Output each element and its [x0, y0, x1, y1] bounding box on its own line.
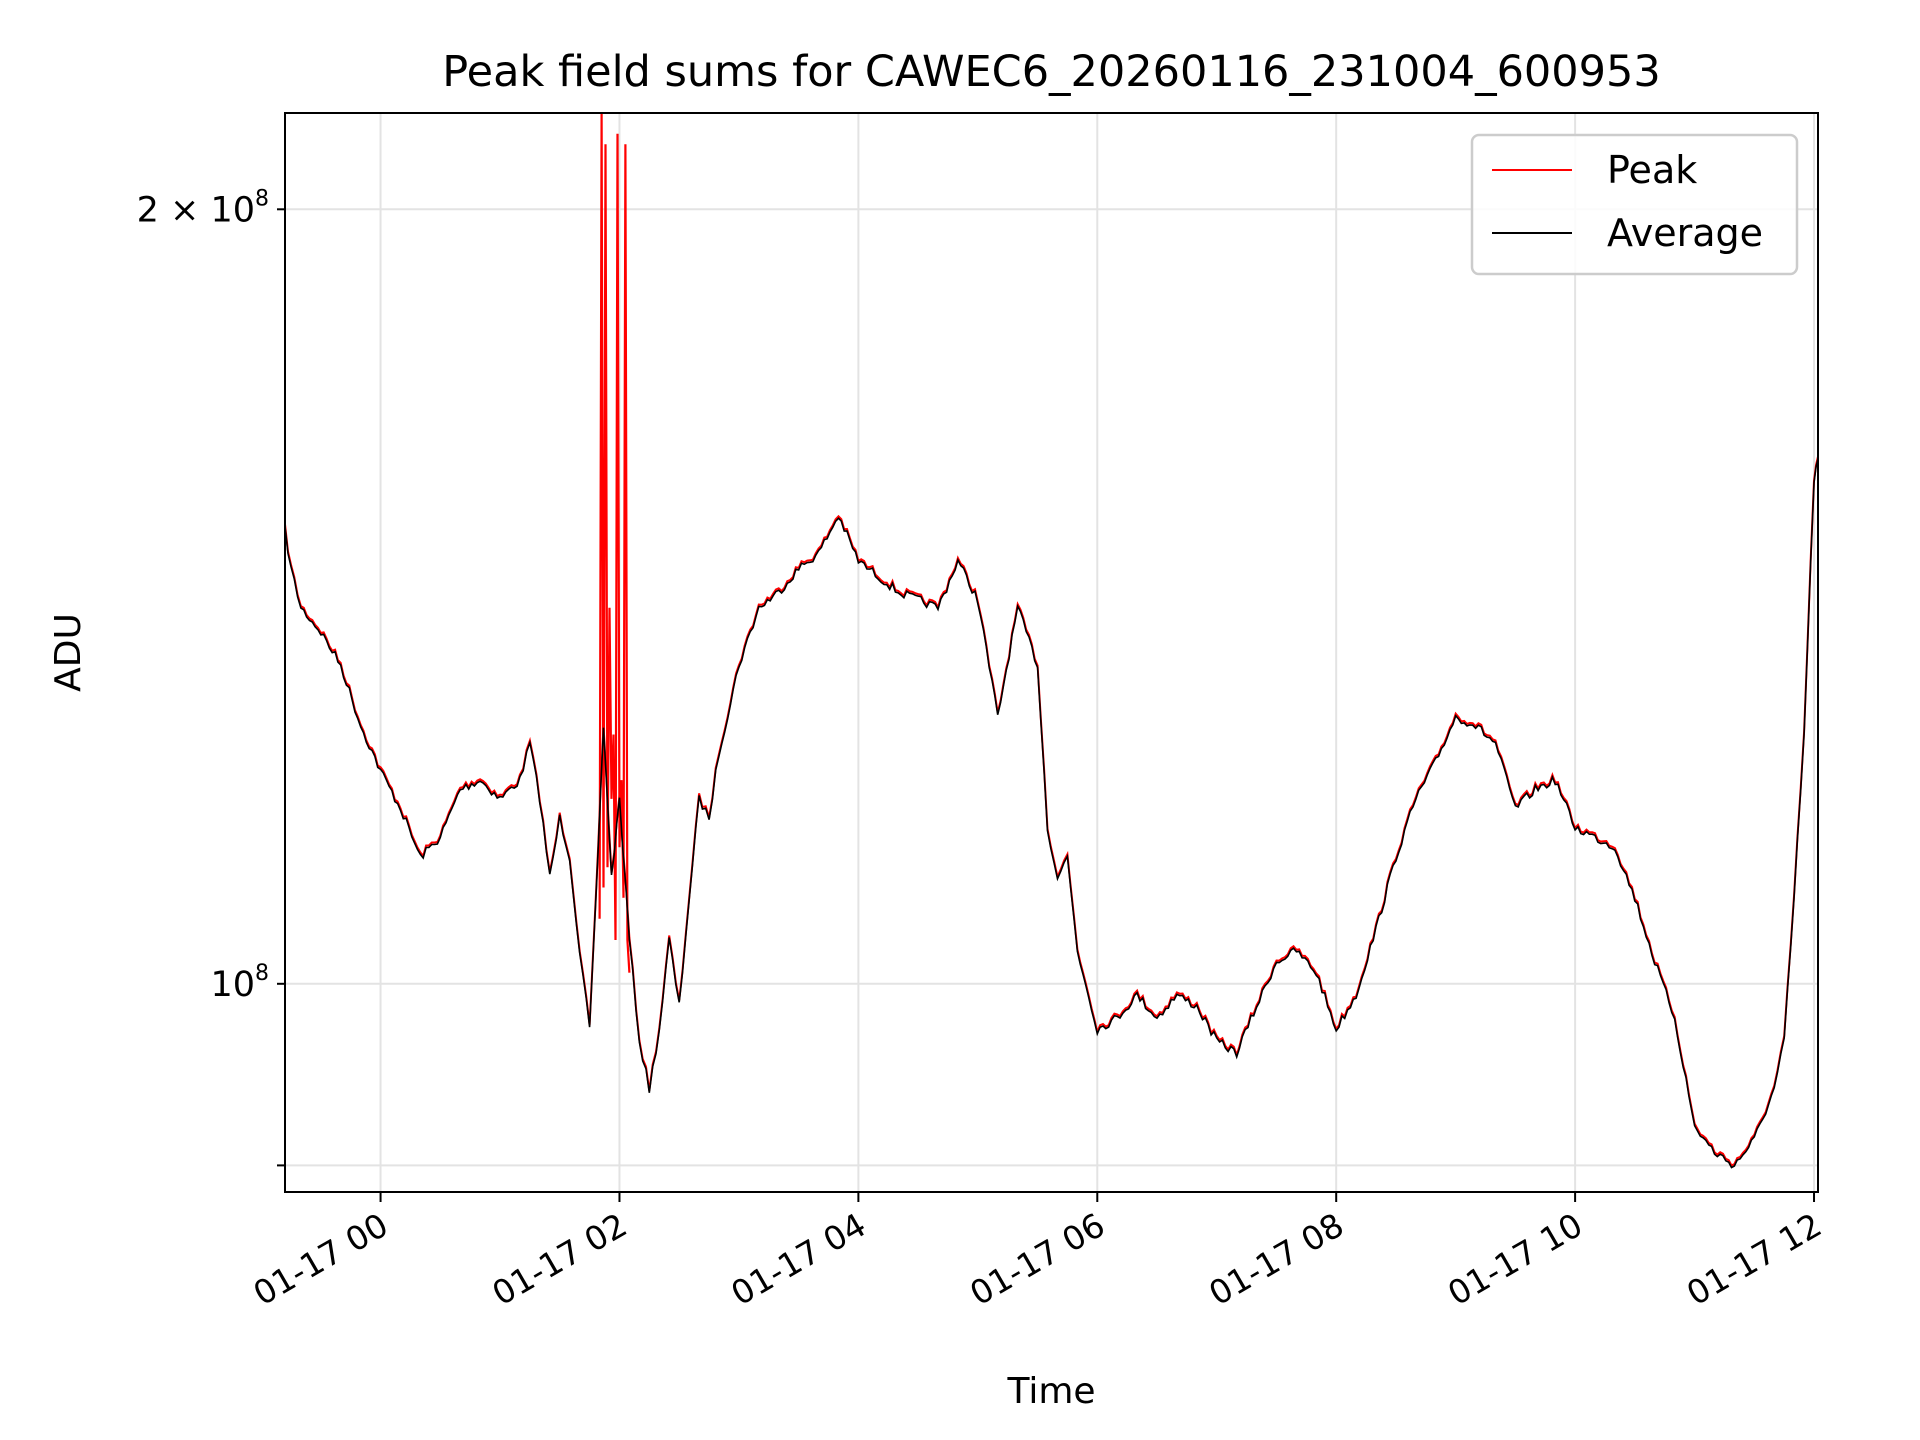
y-axis: 2 × 108 108	[137, 186, 285, 1167]
legend-label-peak: Peak	[1607, 148, 1697, 192]
series-layer	[285, 113, 1818, 1169]
y-tick-label: 2 × 108	[137, 186, 269, 230]
plot-frame	[284, 112, 1819, 1193]
legend-label-average: Average	[1607, 211, 1763, 255]
y-axis-title: ADU	[48, 613, 89, 692]
legend: Peak Average	[1470, 133, 1799, 276]
series-line-peak	[598, 113, 631, 973]
chart-title: Peak field sums for CAWEC6_20260116_2310…	[442, 47, 1660, 97]
y-tick-label: 108	[210, 961, 269, 1005]
x-axis-title: Time	[1006, 1371, 1095, 1412]
series-line-average	[285, 458, 1818, 1169]
